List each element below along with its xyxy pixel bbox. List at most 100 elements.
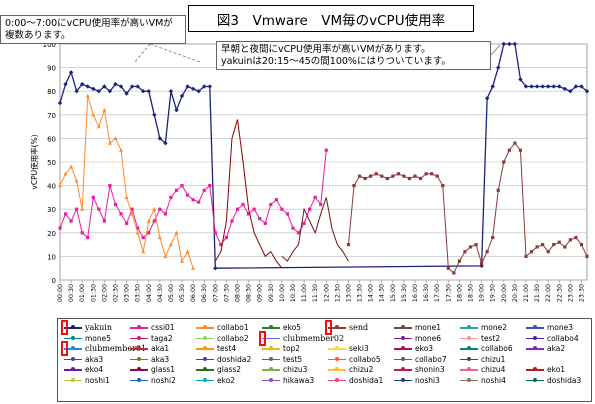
legend-marker [533,335,537,340]
series-line-mone1 [214,119,283,269]
point-yakuin [74,89,79,94]
legend-highlight-box [61,320,68,335]
point-cssi01 [274,198,278,202]
point-yakuin [213,266,218,271]
y-tick-label: 50 [47,159,56,167]
point-cssi01 [58,226,62,230]
legend-marker [335,356,339,361]
legend-marker [269,356,273,361]
legend-marker [401,346,405,350]
legend-marker [335,325,339,329]
point-yakuin [157,136,163,141]
x-tick-label: 01:30 [90,284,97,302]
point-send [380,174,384,178]
point-send [496,188,500,192]
x-tick-label: 20:30 [512,284,519,302]
point-send [391,174,395,178]
x-tick-label: 02:30 [112,284,119,302]
point-send [507,148,511,152]
x-tick-label: 23:00 [567,284,574,302]
x-tick-label: 00:30 [68,284,75,302]
x-tick-label: 12:00 [323,284,330,302]
legend-label: aka3 [151,354,170,364]
legend-label: hikawa3 [283,375,315,385]
point-yakuin [207,84,212,89]
point-collabo1 [63,171,68,176]
point-collabo1 [107,140,112,145]
legend-label: aka2 [547,344,566,353]
x-tick-label: 21:00 [523,284,530,302]
point-send [568,238,572,242]
series-line-chizu1 [281,197,349,262]
point-yakuin [518,77,523,82]
legend-label: eko5 [283,323,302,332]
legend-marker [203,377,207,382]
point-cssi01 [252,207,256,211]
y-tick-label: 30 [47,206,56,214]
legend-highlight-box [61,341,68,356]
point-yakuin [496,65,501,70]
point-yakuin [512,41,518,47]
point-yakuin [490,84,495,89]
point-send [374,172,378,176]
point-cssi01 [202,188,206,192]
point-collabo1 [124,195,129,199]
point-collabo1 [113,136,118,140]
legend-marker [203,335,207,340]
legend-label: glass2 [217,365,242,374]
x-tick-label: 07:00 [212,284,219,302]
point-send [452,271,456,275]
x-tick-label: 04:30 [157,284,164,302]
point-yakuin [96,89,102,94]
point-collabo1 [119,148,124,152]
legend-marker [269,367,273,371]
point-collabo1 [157,235,162,240]
point-cssi01 [136,226,140,230]
x-tick-label: 11:00 [301,284,308,302]
legend-marker [137,335,141,340]
legend-label: noshi2 [151,375,176,385]
x-tick-label: 17:30 [445,284,452,302]
legend-label: yakuin [85,323,112,332]
point-cssi01 [86,235,90,240]
legend-label: seki3 [349,344,369,353]
x-tick-label: 08:00 [235,284,242,302]
point-yakuin [113,81,118,87]
point-send [418,176,423,181]
legend-marker [71,356,75,361]
point-collabo1 [174,230,179,235]
point-collabo1 [85,93,90,98]
legend-marker [203,346,207,350]
point-yakuin [129,84,135,89]
point-yakuin [146,89,151,94]
x-tick-label: 15:00 [390,284,397,302]
legend-label: doshida3 [547,375,582,385]
callout-left-line1: 0:00～7:00にvCPU使用率が高いVMが [5,18,173,29]
point-send [491,235,495,240]
x-tick-label: 22:30 [556,284,563,302]
point-send [385,176,389,181]
x-tick-label: 08:30 [246,284,253,302]
callout-left-line2: 複数あります。 [5,30,71,41]
point-send [363,176,367,181]
point-cssi01 [269,202,273,207]
point-yakuin [179,93,185,99]
x-tick-label: 03:00 [124,284,131,302]
legend-label: noshi3 [415,375,440,385]
legend-marker [467,377,471,382]
point-cssi01 [308,207,312,211]
x-tick-label: 21:30 [534,284,541,302]
point-collabo1 [130,211,135,216]
legend-highlight-box [325,320,332,335]
legend-label: test5 [283,354,303,364]
x-tick-label: 16:00 [412,284,419,302]
point-cssi01 [263,221,267,225]
point-collabo1 [152,207,157,211]
point-send [535,245,539,249]
point-cssi01 [235,207,240,211]
point-yakuin [568,89,573,94]
point-cssi01 [75,207,79,211]
point-cssi01 [197,200,201,204]
point-cssi01 [108,184,112,188]
point-yakuin [562,86,568,92]
